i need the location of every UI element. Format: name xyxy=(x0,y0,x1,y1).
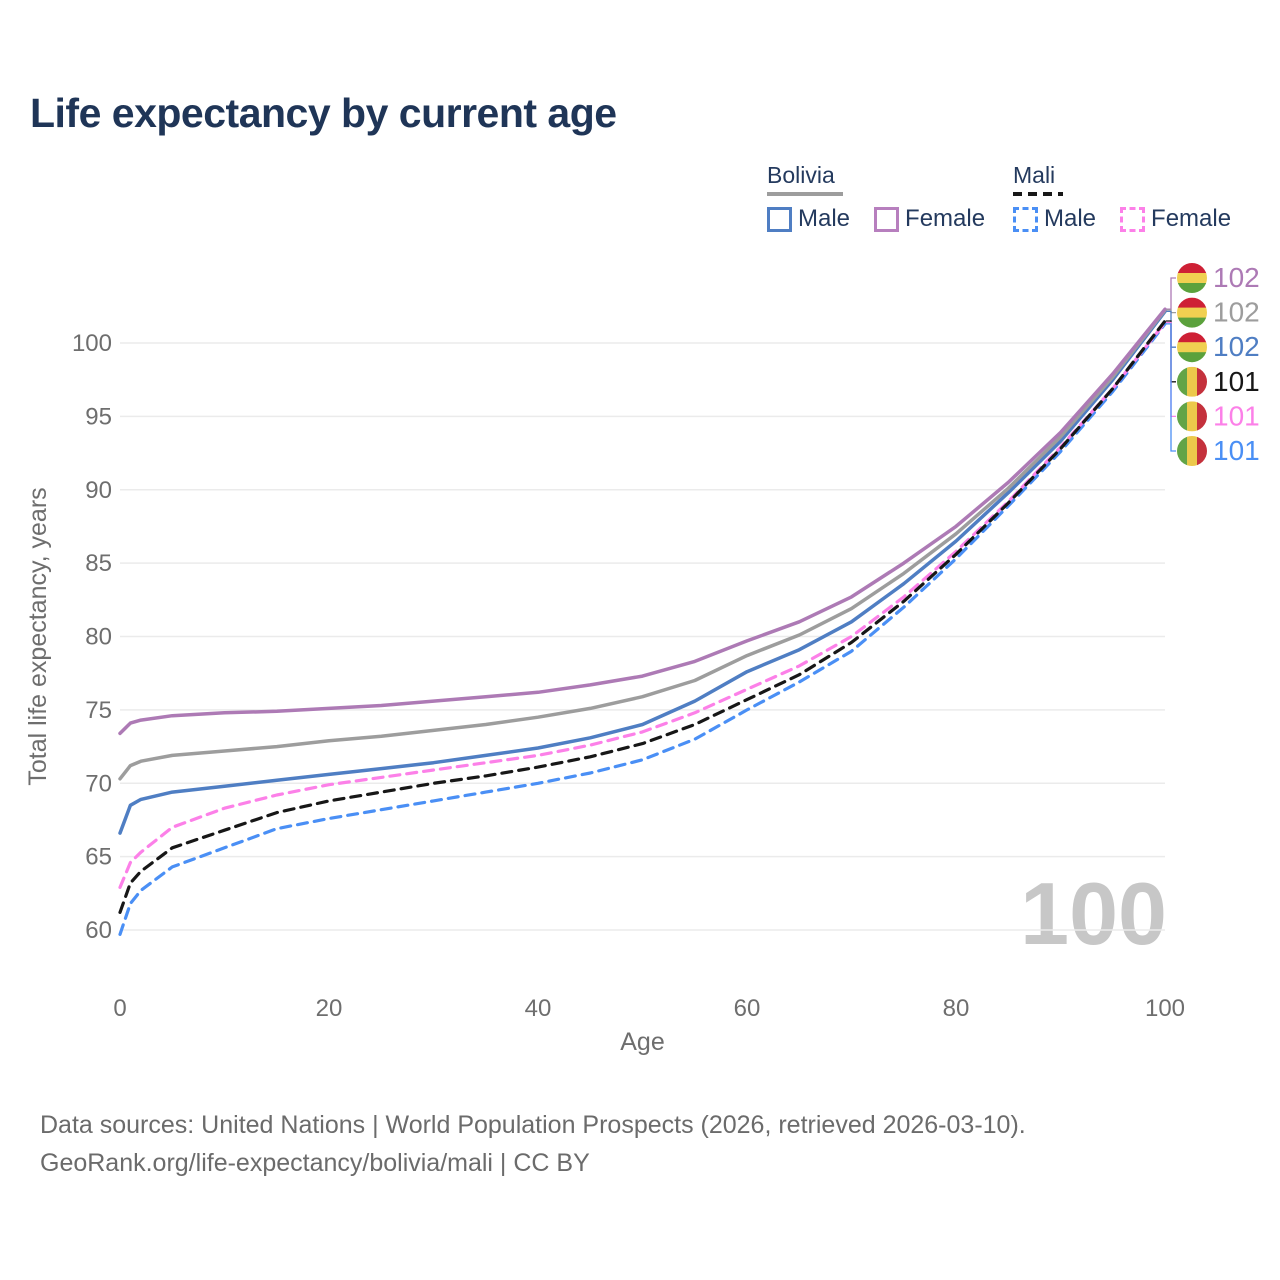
footer: Data sources: United Nations | World Pop… xyxy=(40,1106,1026,1182)
y-tick-label: 75 xyxy=(85,697,112,724)
series-line-mali-female xyxy=(118,320,1167,889)
end-value-label-bolivia-both-sexes: 102 xyxy=(1213,297,1260,328)
x-tick-label: 20 xyxy=(316,995,343,1022)
bolivia-flag-stripe xyxy=(1177,307,1207,319)
mali-flag-stripe xyxy=(1187,436,1198,466)
mali-flag-stripe xyxy=(1187,366,1198,397)
bolivia-flag-stripe xyxy=(1177,283,1207,293)
bolivia-flag-stripe xyxy=(1177,273,1207,284)
x-tick-label: 60 xyxy=(734,995,761,1022)
legend-item-label: Female xyxy=(905,205,986,233)
axis-title-y: Total life expectancy, years xyxy=(24,487,52,785)
x-tick-label: 40 xyxy=(525,995,552,1022)
legend-line-sample-solid xyxy=(767,192,843,197)
legend-country-mali[interactable]: Mali xyxy=(1013,162,1231,197)
mali-flag-stripe xyxy=(1197,401,1207,432)
footer-attribution: GeoRank.org/life-expectancy/bolivia/mali… xyxy=(40,1149,590,1177)
bolivia-flag-stripe xyxy=(1177,263,1207,274)
legend-item-bolivia-male[interactable]: Male xyxy=(767,205,850,233)
legend-item-bolivia-female[interactable]: Female xyxy=(874,205,985,233)
series-line-mali-both-sexes xyxy=(118,319,1167,914)
y-tick-label: 80 xyxy=(85,624,112,651)
mali-flag-stripe xyxy=(1197,436,1207,466)
x-tick-label: 100 xyxy=(1145,995,1185,1022)
mali-flag-stripe xyxy=(1177,401,1188,432)
legend-item-label: Male xyxy=(1044,205,1097,233)
series-line-mali-male xyxy=(118,322,1167,936)
bolivia-flag-icon xyxy=(1177,332,1207,363)
y-tick-label: 60 xyxy=(85,917,112,944)
x-tick-label: 0 xyxy=(113,995,126,1022)
footer-data-sources: Data sources: United Nations | World Pop… xyxy=(40,1111,1026,1139)
mali-flag-icon xyxy=(1177,401,1207,432)
end-value-label-mali-both-sexes: 101 xyxy=(1213,366,1260,397)
chart-title: Life expectancy by current age xyxy=(30,90,617,136)
mali-flag-stripe xyxy=(1187,401,1198,432)
watermark-100: 100 xyxy=(1020,864,1167,963)
series-line-bolivia-male xyxy=(118,309,1167,835)
y-tick-label: 85 xyxy=(85,550,112,577)
bolivia-flag-stripe xyxy=(1177,352,1207,363)
legend-group-bolivia: Bolivia Male Female xyxy=(767,162,985,233)
legend-country-label: Bolivia xyxy=(767,162,835,188)
bolivia-flag-stripe xyxy=(1177,332,1207,343)
bolivia-flag-stripe xyxy=(1177,342,1207,353)
mali-flag-stripe xyxy=(1197,366,1207,397)
legend-item-mali-female[interactable]: Female xyxy=(1120,205,1231,233)
series-line-bolivia-female xyxy=(118,307,1167,736)
bolivia-flag-stripe xyxy=(1177,297,1207,309)
leader-line-mali-male xyxy=(1166,323,1176,452)
mali-flag-icon xyxy=(1177,366,1207,397)
y-tick-label: 95 xyxy=(85,403,112,430)
swatch-bolivia-female-icon xyxy=(874,206,900,232)
y-tick-label: 100 xyxy=(72,330,112,357)
legend-group-mali: Mali Male Female xyxy=(1013,162,1231,233)
swatch-mali-male-icon xyxy=(1013,206,1038,232)
end-value-label-mali-female: 101 xyxy=(1213,400,1260,431)
leader-line-bolivia-female xyxy=(1166,277,1176,310)
swatch-mali-female-icon xyxy=(1120,206,1146,232)
mali-flag-stripe xyxy=(1177,436,1188,466)
legend-item-label: Female xyxy=(1151,205,1232,233)
axis-title-x: Age xyxy=(620,1028,664,1056)
legend-country-bolivia[interactable]: Bolivia xyxy=(767,162,985,197)
swatch-bolivia-male-icon xyxy=(767,206,792,232)
legend-country-label: Mali xyxy=(1013,162,1056,188)
end-value-label-mali-male: 101 xyxy=(1213,435,1260,466)
mali-flag-stripe xyxy=(1177,366,1188,397)
end-value-label-bolivia-male: 102 xyxy=(1213,331,1260,362)
series-line-bolivia-both-sexes xyxy=(118,308,1167,781)
bolivia-flag-icon xyxy=(1177,263,1207,293)
y-tick-label: 70 xyxy=(85,770,112,797)
mali-flag-icon xyxy=(1177,436,1207,466)
legend-item-label: Male xyxy=(798,205,851,233)
legend-item-mali-male[interactable]: Male xyxy=(1013,205,1096,233)
y-tick-label: 90 xyxy=(85,477,112,504)
legend-line-sample-dashed xyxy=(1013,192,1063,197)
bolivia-flag-icon xyxy=(1177,297,1207,328)
bolivia-flag-stripe xyxy=(1177,317,1207,328)
y-tick-label: 65 xyxy=(85,844,112,871)
x-tick-label: 80 xyxy=(943,995,970,1022)
end-value-label-bolivia-female: 102 xyxy=(1213,262,1260,293)
